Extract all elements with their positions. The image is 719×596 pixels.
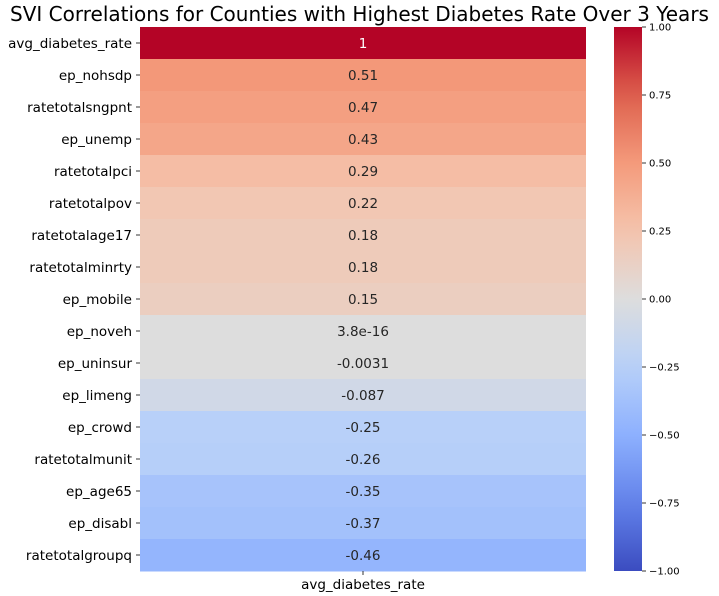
heatmap-cell bbox=[140, 91, 586, 124]
colorbar-gradient bbox=[614, 27, 642, 571]
cell-value-label: 3.8e-16 bbox=[337, 324, 389, 340]
colorbar-tick-label: 0.50 bbox=[649, 159, 671, 170]
cell-value-label: -0.087 bbox=[341, 388, 385, 404]
heatmap-cell bbox=[140, 59, 586, 92]
row-label: ep_uninsur bbox=[58, 356, 133, 372]
row-labels: avg_diabetes_rate ep_nohsdp ratetotalsngpn… bbox=[8, 36, 364, 575]
colorbar-tick-label: 1.00 bbox=[649, 23, 671, 34]
colorbar-tick-label: −0.75 bbox=[649, 499, 680, 510]
heatmap-cell bbox=[140, 251, 586, 284]
cell-value-label: 0.18 bbox=[348, 260, 378, 276]
cell-value-label: -0.37 bbox=[346, 516, 381, 532]
row-label: ep_disabl bbox=[68, 516, 132, 532]
row-label: ratetotalgroupq bbox=[26, 548, 132, 564]
cell-value-label: 0.15 bbox=[348, 292, 378, 308]
row-label: ep_age65 bbox=[66, 484, 132, 500]
colorbar-tick-label: −0.25 bbox=[649, 363, 680, 374]
colorbar: 1.00 0.75 0.50 0.25 0.00 −0.25 −0.50 −0.75 −1.00 bbox=[614, 23, 680, 578]
cell-value-label: 0.47 bbox=[348, 100, 378, 116]
row-label: ratetotalminrty bbox=[29, 260, 132, 276]
heatmap-cells: 1 0.51 0.47 0.43 0.29 0.22 0.18 0.18 0.15 3.8e-16… bbox=[140, 27, 586, 572]
heatmap-cell bbox=[140, 507, 586, 540]
cell-value-label: -0.0031 bbox=[337, 356, 389, 372]
cell-value-label: -0.46 bbox=[346, 548, 381, 564]
cell-value-label: 1 bbox=[359, 36, 368, 52]
heatmap-cell bbox=[140, 443, 586, 476]
row-label: ratetotalage17 bbox=[31, 228, 132, 244]
chart-title: SVI Correlations for Counties with Highe… bbox=[10, 2, 709, 26]
heatmap-cell bbox=[140, 123, 586, 156]
cell-value-label: 0.51 bbox=[348, 68, 378, 84]
heatmap-cell bbox=[140, 27, 586, 60]
row-label: ratetotalpci bbox=[54, 164, 132, 180]
heatmap-cell bbox=[140, 347, 586, 380]
heatmap-cell bbox=[140, 411, 586, 444]
row-label: ratetotalsngpnt bbox=[27, 100, 132, 116]
row-label: ep_nohsdp bbox=[59, 68, 132, 84]
heatmap-cell bbox=[140, 283, 586, 316]
cell-value-label: 0.29 bbox=[348, 164, 378, 180]
colorbar-tick-label: 0.00 bbox=[649, 295, 671, 306]
cell-value-label: 0.22 bbox=[348, 196, 378, 212]
row-label: ratetotalpov bbox=[49, 196, 132, 212]
colorbar-tick-label: 0.75 bbox=[649, 91, 671, 102]
x-axis-label: avg_diabetes_rate bbox=[301, 577, 425, 593]
row-label: ep_unemp bbox=[61, 132, 132, 148]
row-label: ep_limeng bbox=[62, 388, 132, 404]
colorbar-tick-label: −0.50 bbox=[649, 431, 680, 442]
colorbar-tick-label: 0.25 bbox=[649, 227, 671, 238]
cell-value-label: -0.26 bbox=[346, 452, 381, 468]
colorbar-tick-label: −1.00 bbox=[649, 567, 680, 578]
heatmap-cell bbox=[140, 475, 586, 508]
heatmap-cell bbox=[140, 219, 586, 252]
heatmap-cell bbox=[140, 539, 586, 572]
heatmap-cell bbox=[140, 187, 586, 220]
row-label: ep_crowd bbox=[68, 420, 132, 436]
cell-value-label: -0.25 bbox=[346, 420, 381, 436]
heatmap-cell bbox=[140, 155, 586, 188]
row-label: ep_mobile bbox=[63, 292, 132, 308]
row-label: ratetotalmunit bbox=[34, 452, 132, 468]
row-label: ep_noveh bbox=[67, 324, 132, 340]
heatmap-cell bbox=[140, 315, 586, 348]
cell-value-label: 0.18 bbox=[348, 228, 378, 244]
row-label: avg_diabetes_rate bbox=[8, 36, 132, 52]
cell-value-label: -0.35 bbox=[346, 484, 381, 500]
heatmap-cell bbox=[140, 379, 586, 412]
cell-value-label: 0.43 bbox=[348, 132, 378, 148]
